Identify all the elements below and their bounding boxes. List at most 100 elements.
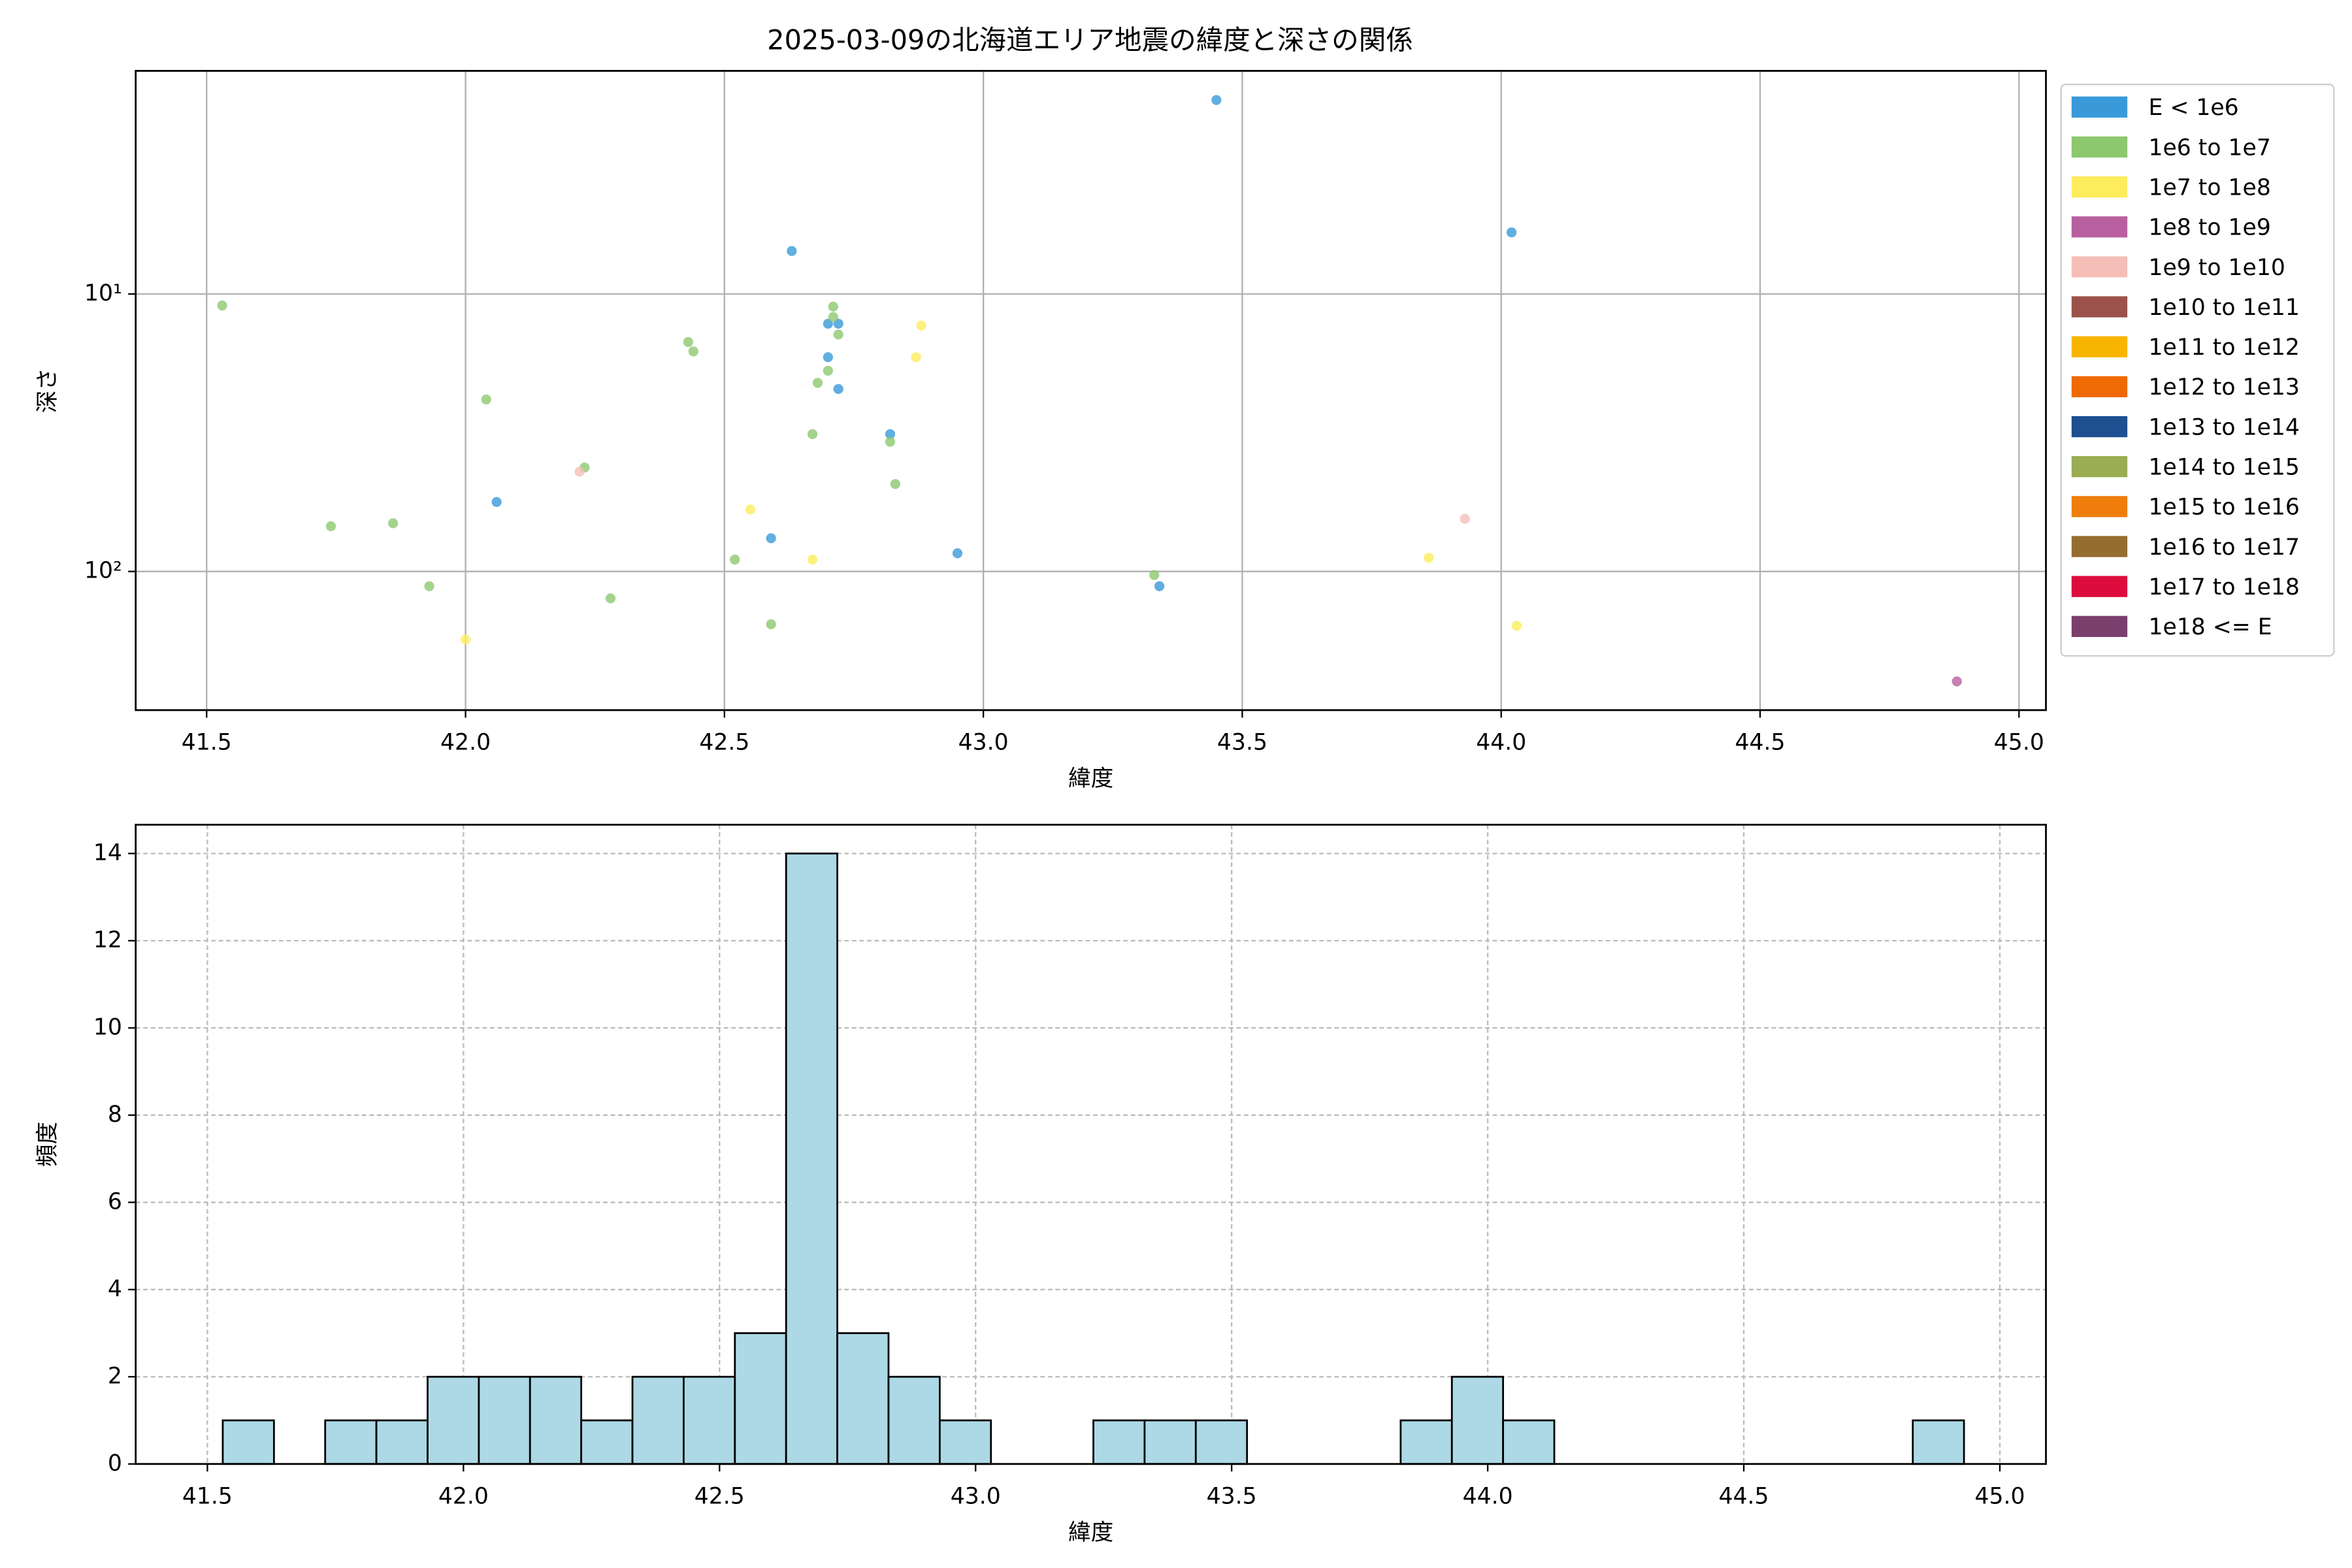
histogram-bar — [478, 1375, 531, 1465]
x-tick-label: 41.5 — [182, 1484, 233, 1510]
histogram-bar — [427, 1375, 480, 1465]
y-tick-label: 14 — [93, 840, 122, 866]
y-tick-label: 8 — [108, 1102, 122, 1128]
legend-frame — [2060, 84, 2335, 657]
scatter-point — [688, 346, 698, 357]
legend-label: 1e18 <= E — [2148, 614, 2272, 640]
legend-swatch — [2071, 416, 2128, 438]
x-tick-label: 45.0 — [1974, 1484, 2025, 1510]
histogram-bar — [734, 1332, 787, 1465]
legend-swatch — [2071, 216, 2128, 238]
legend-label: 1e8 to 1e9 — [2148, 215, 2270, 241]
legend-swatch — [2071, 456, 2128, 478]
scatter-point — [823, 365, 833, 376]
scatter-point — [833, 318, 843, 329]
x-tick-label: 42.5 — [699, 730, 749, 756]
scatter-point — [823, 352, 833, 363]
x-tick-label: 43.0 — [951, 1484, 1001, 1510]
scatter-point — [952, 548, 963, 559]
plot-frame — [135, 823, 2047, 1465]
histogram-bar — [1092, 1419, 1146, 1465]
histogram-bar — [1194, 1419, 1249, 1465]
legend-label: 1e14 to 1e15 — [2148, 455, 2299, 481]
legend-swatch — [2071, 536, 2128, 557]
scatter-point — [828, 312, 838, 322]
histogram-bar — [938, 1419, 992, 1465]
legend-swatch — [2071, 615, 2128, 637]
legend-label: 1e7 to 1e8 — [2148, 174, 2270, 201]
scatter-point — [787, 246, 797, 256]
scatter-point — [807, 429, 818, 440]
y-tick-label: 10¹ — [84, 280, 122, 306]
scatter-point — [890, 479, 901, 489]
y-tick-label: 4 — [108, 1276, 122, 1302]
y-tick-label: 10² — [84, 558, 122, 584]
scatter-point — [325, 521, 336, 532]
x-tick-label: 42.5 — [694, 1484, 745, 1510]
x-tick-label: 44.0 — [1463, 1484, 1513, 1510]
histogram-bar — [683, 1375, 736, 1465]
histogram-bar — [1399, 1419, 1453, 1465]
x-tick-label: 43.5 — [1207, 1484, 1257, 1510]
histogram-bar — [324, 1419, 378, 1465]
legend-label: 1e10 to 1e11 — [2148, 295, 2299, 321]
scatter-point — [745, 504, 756, 515]
legend-label: 1e9 to 1e10 — [2148, 255, 2285, 281]
legend-swatch — [2071, 376, 2128, 398]
y-tick-label: 12 — [93, 927, 122, 953]
legend-label: 1e12 to 1e13 — [2148, 374, 2299, 400]
x-tick-label: 42.0 — [438, 1484, 489, 1510]
x-tick-label: 44.5 — [1735, 730, 1786, 756]
x-tick-label: 44.0 — [1476, 730, 1526, 756]
y-axis-label: 深さ — [35, 368, 61, 413]
legend-label: 1e17 to 1e18 — [2148, 574, 2299, 600]
chart-title: 2025-03-09の北海道エリア地震の緯度と深さの関係 — [767, 24, 1413, 56]
scatter-point — [1952, 676, 1962, 687]
histogram-bar — [375, 1419, 429, 1465]
legend-label: 1e11 to 1e12 — [2148, 335, 2299, 361]
legend-swatch — [2071, 176, 2128, 198]
y-tick-label: 0 — [108, 1450, 122, 1477]
histogram-bar — [631, 1375, 685, 1465]
scatter-point — [574, 466, 585, 477]
scatter-point — [833, 329, 843, 340]
scatter-point — [766, 619, 776, 630]
histogram-bar — [529, 1375, 583, 1465]
legend-label: 1e6 to 1e7 — [2148, 135, 2270, 161]
scatter-point — [1154, 581, 1165, 591]
legend-swatch — [2071, 496, 2128, 517]
scatter-point — [730, 554, 740, 565]
x-tick-label: 41.5 — [182, 730, 232, 756]
scatter-point — [812, 378, 823, 388]
scatter-point — [481, 394, 491, 405]
legend-label: 1e16 to 1e17 — [2148, 534, 2299, 561]
scatter-point — [828, 301, 838, 312]
x-tick-label: 42.0 — [440, 730, 491, 756]
scatter-point — [1511, 621, 1522, 631]
legend-swatch — [2071, 136, 2128, 158]
legend-swatch — [2071, 296, 2128, 318]
y-tick-label: 10 — [93, 1014, 122, 1040]
scatter-point — [424, 581, 434, 591]
legend-swatch — [2071, 576, 2128, 597]
plot-frame — [135, 70, 2047, 711]
scatter-point — [911, 352, 921, 363]
scatter-point — [217, 300, 227, 311]
legend-swatch — [2071, 96, 2128, 118]
scatter-point — [1211, 95, 1222, 105]
histogram-bar — [1143, 1419, 1197, 1465]
legend-label: 1e13 to 1e14 — [2148, 414, 2299, 440]
y-tick-label: 6 — [108, 1188, 122, 1215]
y-tick-label: 2 — [108, 1363, 122, 1389]
legend-label: E < 1e6 — [2148, 95, 2238, 121]
scatter-point — [683, 336, 693, 348]
scatter-point — [1424, 553, 1434, 563]
scatter-point — [605, 593, 616, 604]
histogram-bar — [785, 852, 838, 1465]
legend-swatch — [2071, 336, 2128, 357]
x-axis-label: 緯度 — [1068, 766, 1113, 792]
x-tick-label: 44.5 — [1719, 1484, 1769, 1510]
legend-label: 1e15 to 1e16 — [2148, 495, 2299, 521]
histogram-bar — [1912, 1419, 1965, 1465]
